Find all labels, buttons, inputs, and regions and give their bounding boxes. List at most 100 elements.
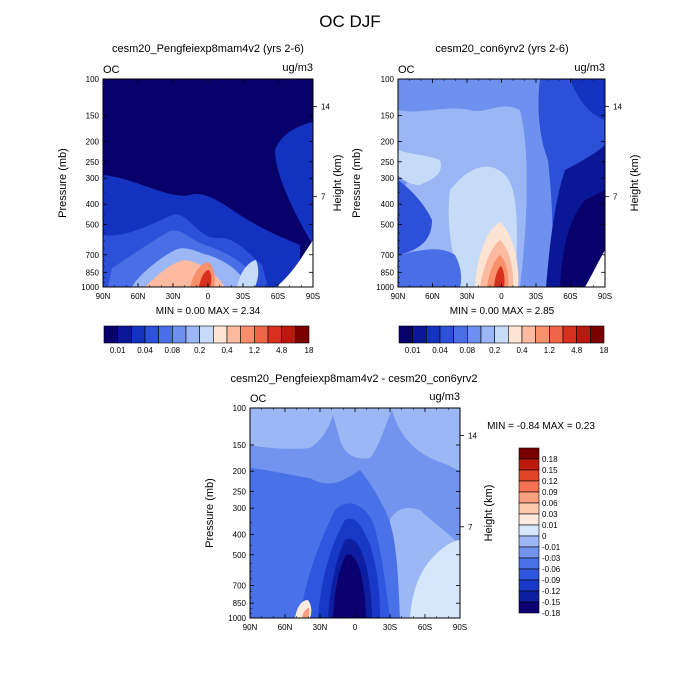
p3-cbar-label: 0.06 (542, 499, 558, 508)
p2-cbar-swatch (398, 325, 413, 344)
panel-2-ylabel: Pressure (mb) (351, 148, 363, 218)
p2-cbar-label: 0.08 (460, 346, 476, 355)
panel-2-colorbar: 0.01 0.04 0.08 0.2 0.4 1.2 4.8 18 (398, 325, 609, 355)
p2-cbar-swatch (535, 325, 550, 344)
p3-cbar-label: -0.12 (542, 587, 561, 596)
p2-cbar-swatch (521, 325, 536, 344)
p1-cbar-swatch (158, 325, 173, 344)
p1-cbar-swatch (226, 325, 241, 344)
p3-cbar-swatch (518, 524, 540, 537)
p1-ytick-label: 400 (86, 200, 100, 209)
p3-cbar-swatch (518, 513, 540, 526)
p2-cbar-label: 1.2 (544, 346, 556, 355)
p1-cbar-swatch (172, 325, 187, 344)
p1-ytick-label: 100 (86, 75, 100, 84)
p3-xtick-label: 60S (418, 623, 432, 632)
p3-cbar-swatch (518, 535, 540, 548)
p1-cbar-swatch (254, 325, 269, 344)
p3-ytick-label: 150 (233, 441, 247, 450)
p1-cbar-swatch (117, 325, 132, 344)
p1-cbar-swatch (144, 325, 159, 344)
p2-cbar-swatch (439, 325, 454, 344)
p2-cbar-label: 0.2 (489, 346, 501, 355)
p3-cbar-swatch (518, 601, 540, 614)
p2-cbar-swatch (549, 325, 564, 344)
p2-ytick-label: 100 (381, 75, 395, 84)
p1-ytick-label: 300 (86, 174, 100, 183)
panel-2-stats: MIN = 0.00 MAX = 2.85 (450, 306, 555, 317)
p2-xtick-label: 0 (499, 292, 504, 301)
p3-cbar-swatch (518, 502, 540, 515)
p3-level-light-right (410, 540, 460, 618)
p3-ytick-label: 400 (233, 530, 247, 539)
panel-2: cesm20_con6yrv2 (yrs 2-6) OC ug/m3 Press… (351, 43, 641, 355)
p3-y2tick-label: 14 (468, 432, 477, 441)
p1-cbar-swatch (199, 325, 214, 344)
p1-xtick-label: 60N (131, 292, 146, 301)
p1-cbar-label: 0.04 (137, 346, 153, 355)
p2-cbar-swatch (426, 325, 441, 344)
p1-ytick-label: 200 (86, 138, 100, 147)
p1-xtick-label: 0 (206, 292, 211, 301)
panel-1-variable: OC (103, 64, 120, 76)
p2-ytick-label: 300 (381, 174, 395, 183)
p2-level-i (494, 266, 505, 287)
p2-cbar-swatch (590, 325, 605, 344)
panel-1-title: cesm20_Pengfeiexp8mam4v2 (yrs 2-6) (112, 43, 304, 55)
p1-y2tick-label: 7 (321, 193, 326, 202)
p3-cbar-swatch (518, 568, 540, 581)
p1-ytick-label: 1000 (81, 283, 99, 292)
p3-cbar-label: 0.09 (542, 488, 558, 497)
p3-cbar-swatch (518, 491, 540, 504)
figure-title: OC DJF (319, 12, 380, 31)
p2-ytick-label: 400 (381, 200, 395, 209)
p3-cbar-label: -0.18 (542, 609, 561, 618)
p2-ytick-label: 150 (381, 112, 395, 121)
panel-3-ylabel: Pressure (mb) (204, 478, 216, 548)
p1-cbar-label: 0.2 (194, 346, 206, 355)
p1-ytick-label: 250 (86, 158, 100, 167)
p3-cbar-label: 0.01 (542, 521, 558, 530)
p1-level-light (237, 260, 259, 287)
p3-cbar-swatch (518, 590, 540, 603)
p3-level-pos-2 (302, 608, 310, 618)
p3-cbar-label: -0.03 (542, 554, 561, 563)
panel-2-rlabel: Height (km) (629, 155, 641, 212)
p3-cbar-swatch (518, 458, 540, 471)
p1-ytick-label: 850 (86, 268, 100, 277)
p2-y2tick-label: 7 (613, 193, 618, 202)
p3-cbar-label: 0.18 (542, 455, 558, 464)
panel-3-contours (250, 408, 460, 618)
p1-cbar-label: 1.2 (249, 346, 261, 355)
p2-cbar-swatch (508, 325, 523, 344)
panel-3-title: cesm20_Pengfeiexp8mam4v2 - cesm20_con6yr… (230, 373, 477, 385)
p2-cbar-label: 0.04 (432, 346, 448, 355)
p2-cbar-swatch (467, 325, 482, 344)
p2-xtick-label: 60S (563, 292, 577, 301)
p2-ytick-label: 200 (381, 138, 395, 147)
panel-1-units: ug/m3 (282, 62, 313, 74)
p2-ytick-label: 850 (381, 268, 395, 277)
p3-xtick-label: 0 (353, 623, 358, 632)
p3-cbar-swatch (518, 546, 540, 559)
p1-cbar-label: 0.08 (165, 346, 181, 355)
p3-ytick-label: 500 (233, 551, 247, 560)
p3-y2tick-label: 7 (468, 523, 473, 532)
p1-cbar-label: 4.8 (276, 346, 288, 355)
p1-xtick-label: 90S (306, 292, 320, 301)
panel-3-rlabel: Height (km) (483, 485, 495, 542)
p2-ytick-label: 500 (381, 220, 395, 229)
p3-ytick-label: 300 (233, 504, 247, 513)
p3-cbar-label: 0 (542, 532, 547, 541)
p1-ytick-label: 700 (86, 251, 100, 260)
p2-xtick-label: 90N (391, 292, 406, 301)
p2-ytick-label: 250 (381, 158, 395, 167)
p3-cbar-label: -0.15 (542, 598, 561, 607)
panel-2-variable: OC (398, 64, 415, 76)
p2-cbar-label: 0.01 (405, 346, 421, 355)
p3-xtick-label: 90N (243, 623, 258, 632)
p3-xtick-label: 30N (313, 623, 328, 632)
